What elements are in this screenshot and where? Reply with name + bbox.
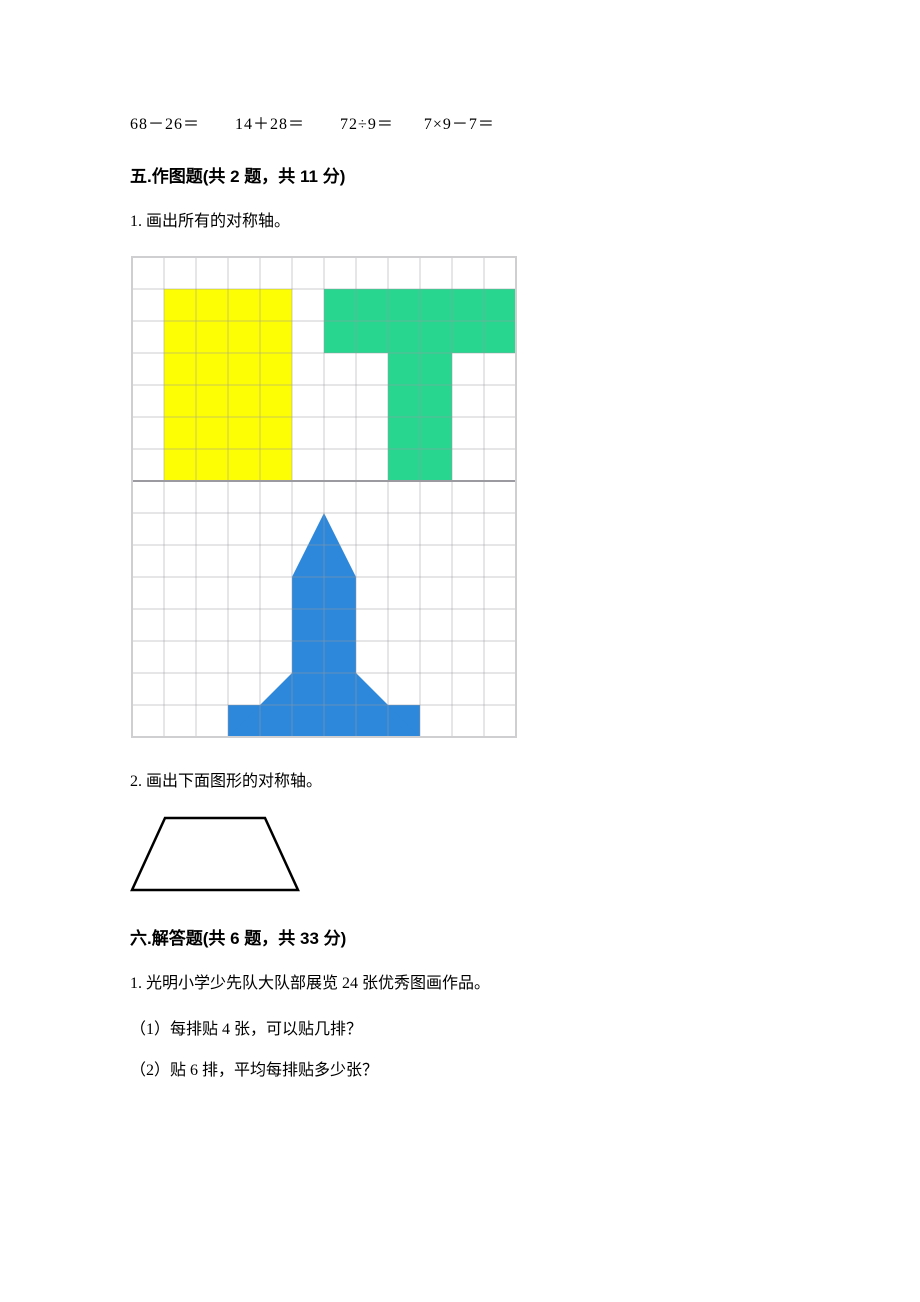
grid-svg <box>130 255 518 739</box>
expr-1: 68－26＝ <box>130 116 200 133</box>
section-5-q2: 2. 画出下面图形的对称轴。 <box>130 769 790 795</box>
section-5-q1: 1. 画出所有的对称轴。 <box>130 209 790 235</box>
trapezoid-svg <box>130 814 300 894</box>
symmetry-grid-figure <box>130 255 790 739</box>
trapezoid-figure <box>130 814 790 894</box>
section-6-q1: 1. 光明小学少先队大队部展览 24 张优秀图画作品。 <box>130 971 790 997</box>
section-6-q1-sub1: （1）每排贴 4 张，可以贴几排？ <box>130 1017 790 1043</box>
section-5-header: 五.作图题(共 2 题，共 11 分) <box>130 162 790 187</box>
expr-4: 7×9－7＝ <box>424 116 495 133</box>
expr-2: 14＋28＝ <box>235 116 305 133</box>
section-6-q1-sub2: （2）贴 6 排，平均每排贴多少张？ <box>130 1058 790 1084</box>
arithmetic-row: 68－26＝ 14＋28＝ 72÷9＝ 7×9－7＝ <box>130 110 790 134</box>
worksheet-page: 68－26＝ 14＋28＝ 72÷9＝ 7×9－7＝ 五.作图题(共 2 题，共… <box>0 0 920 1302</box>
section-6-header: 六.解答题(共 6 题，共 33 分) <box>130 924 790 949</box>
expr-3: 72÷9＝ <box>340 116 394 133</box>
